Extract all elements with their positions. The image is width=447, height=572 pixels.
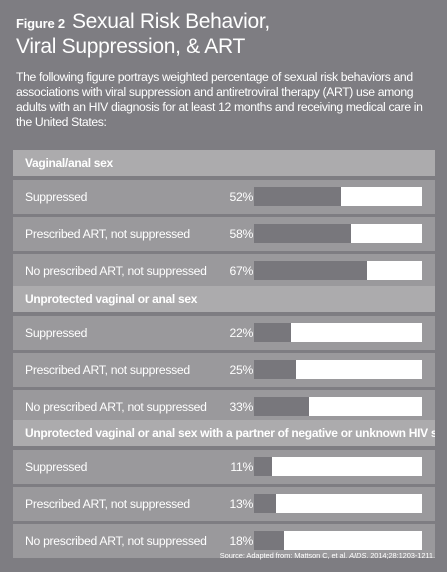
chart-row: Suppressed 22% [13,316,435,350]
chart-row: No prescribed ART, not suppressed 18% [13,524,435,558]
value-label: 58% [229,227,254,241]
figure-title: Figure 2 Sexual Risk Behavior, Viral Sup… [16,10,435,59]
category-label: Prescribed ART, not suppressed [25,497,190,511]
chart-row: No prescribed ART, not suppressed 33% [13,390,435,424]
category-label: No prescribed ART, not suppressed [25,534,207,548]
bar [254,224,352,243]
chart-row: No prescribed ART, not suppressed 67% [13,254,435,288]
section-header: Unprotected vaginal or anal sex [13,286,435,312]
bar [254,457,273,476]
category-label: Suppressed [25,460,88,474]
source-journal: AIDS [349,551,367,560]
bar [254,397,310,416]
section-header: Vaginal/anal sex [13,150,435,176]
value-label: 67% [229,264,254,278]
chart-row: Prescribed ART, not suppressed 58% [13,217,435,251]
bar [254,360,296,379]
chart-row: Suppressed 11% [13,450,435,484]
value-label: 25% [229,363,254,377]
category-label: No prescribed ART, not suppressed [25,400,207,414]
chart-row: Prescribed ART, not suppressed 13% [13,487,435,521]
value-label: 13% [229,497,254,511]
category-label: Prescribed ART, not suppressed [25,363,190,377]
bar [254,531,285,550]
intro-paragraph: The following figure portrays weighted p… [16,70,423,129]
bar-track [254,224,422,243]
value-label: 18% [229,534,254,548]
bar-track [254,323,422,342]
source-citation: Source: Adapted from: Mattson C, et al. … [220,551,435,560]
bar-track [254,397,422,416]
bar [254,261,367,280]
source-suffix: . 2014;28:1203-1211. [366,551,435,560]
bar-track [254,494,422,513]
bar [254,494,276,513]
title-line-1: Sexual Risk Behavior, [71,10,270,33]
value-label: 22% [229,326,254,340]
bar-track [254,531,422,550]
value-label: 52% [229,190,254,204]
value-label: 33% [229,400,254,414]
category-label: No prescribed ART, not suppressed [25,264,207,278]
chart-row: Prescribed ART, not suppressed 25% [13,353,435,387]
category-label: Prescribed ART, not suppressed [25,227,190,241]
bar-track [254,187,422,206]
title-line-2: Viral Suppression, & ART [16,35,245,58]
bar-track [254,261,422,280]
bar [254,187,342,206]
source-prefix: Source: Adapted from: Mattson C, et al. [219,551,350,560]
value-label: 11% [230,460,253,474]
chart-row: Suppressed 52% [13,180,435,214]
bar [254,323,291,342]
bar-track [254,457,422,476]
bar-track [254,360,422,379]
section-header: Unprotected vaginal or anal sex with a p… [13,420,435,446]
category-label: Suppressed [25,326,88,340]
figure-label: Figure 2 [16,16,65,31]
category-label: Suppressed [25,190,88,204]
